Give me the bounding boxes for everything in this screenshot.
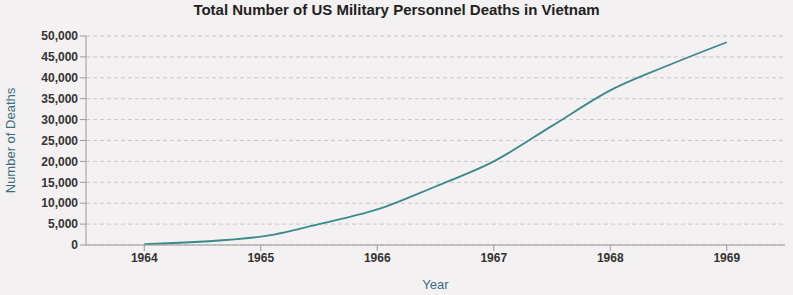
svg-text:10,000: 10,000 xyxy=(41,196,78,210)
svg-text:20,000: 20,000 xyxy=(41,155,78,169)
svg-text:1964: 1964 xyxy=(131,251,158,265)
svg-text:5,000: 5,000 xyxy=(48,217,78,231)
html-text:Total Number of US Military Pe: Total Number of US Military Personnel De… xyxy=(193,1,600,18)
svg-text:50,000: 50,000 xyxy=(41,29,78,43)
svg-text:1966: 1966 xyxy=(364,251,391,265)
svg-text:15,000: 15,000 xyxy=(41,176,78,190)
svg-text:1969: 1969 xyxy=(713,251,740,265)
svg-text:35,000: 35,000 xyxy=(41,92,78,106)
svg-text:40,000: 40,000 xyxy=(41,71,78,85)
svg-text:25,000: 25,000 xyxy=(41,134,78,148)
svg-text:Year: Year xyxy=(422,277,449,292)
svg-text:30,000: 30,000 xyxy=(41,113,78,127)
svg-text:0: 0 xyxy=(71,238,78,252)
svg-text:45,000: 45,000 xyxy=(41,50,78,64)
svg-text:1968: 1968 xyxy=(597,251,624,265)
svg-text:1965: 1965 xyxy=(247,251,274,265)
svg-text:Number of Deaths: Number of Deaths xyxy=(8,87,18,193)
svg-text:1967: 1967 xyxy=(480,251,507,265)
